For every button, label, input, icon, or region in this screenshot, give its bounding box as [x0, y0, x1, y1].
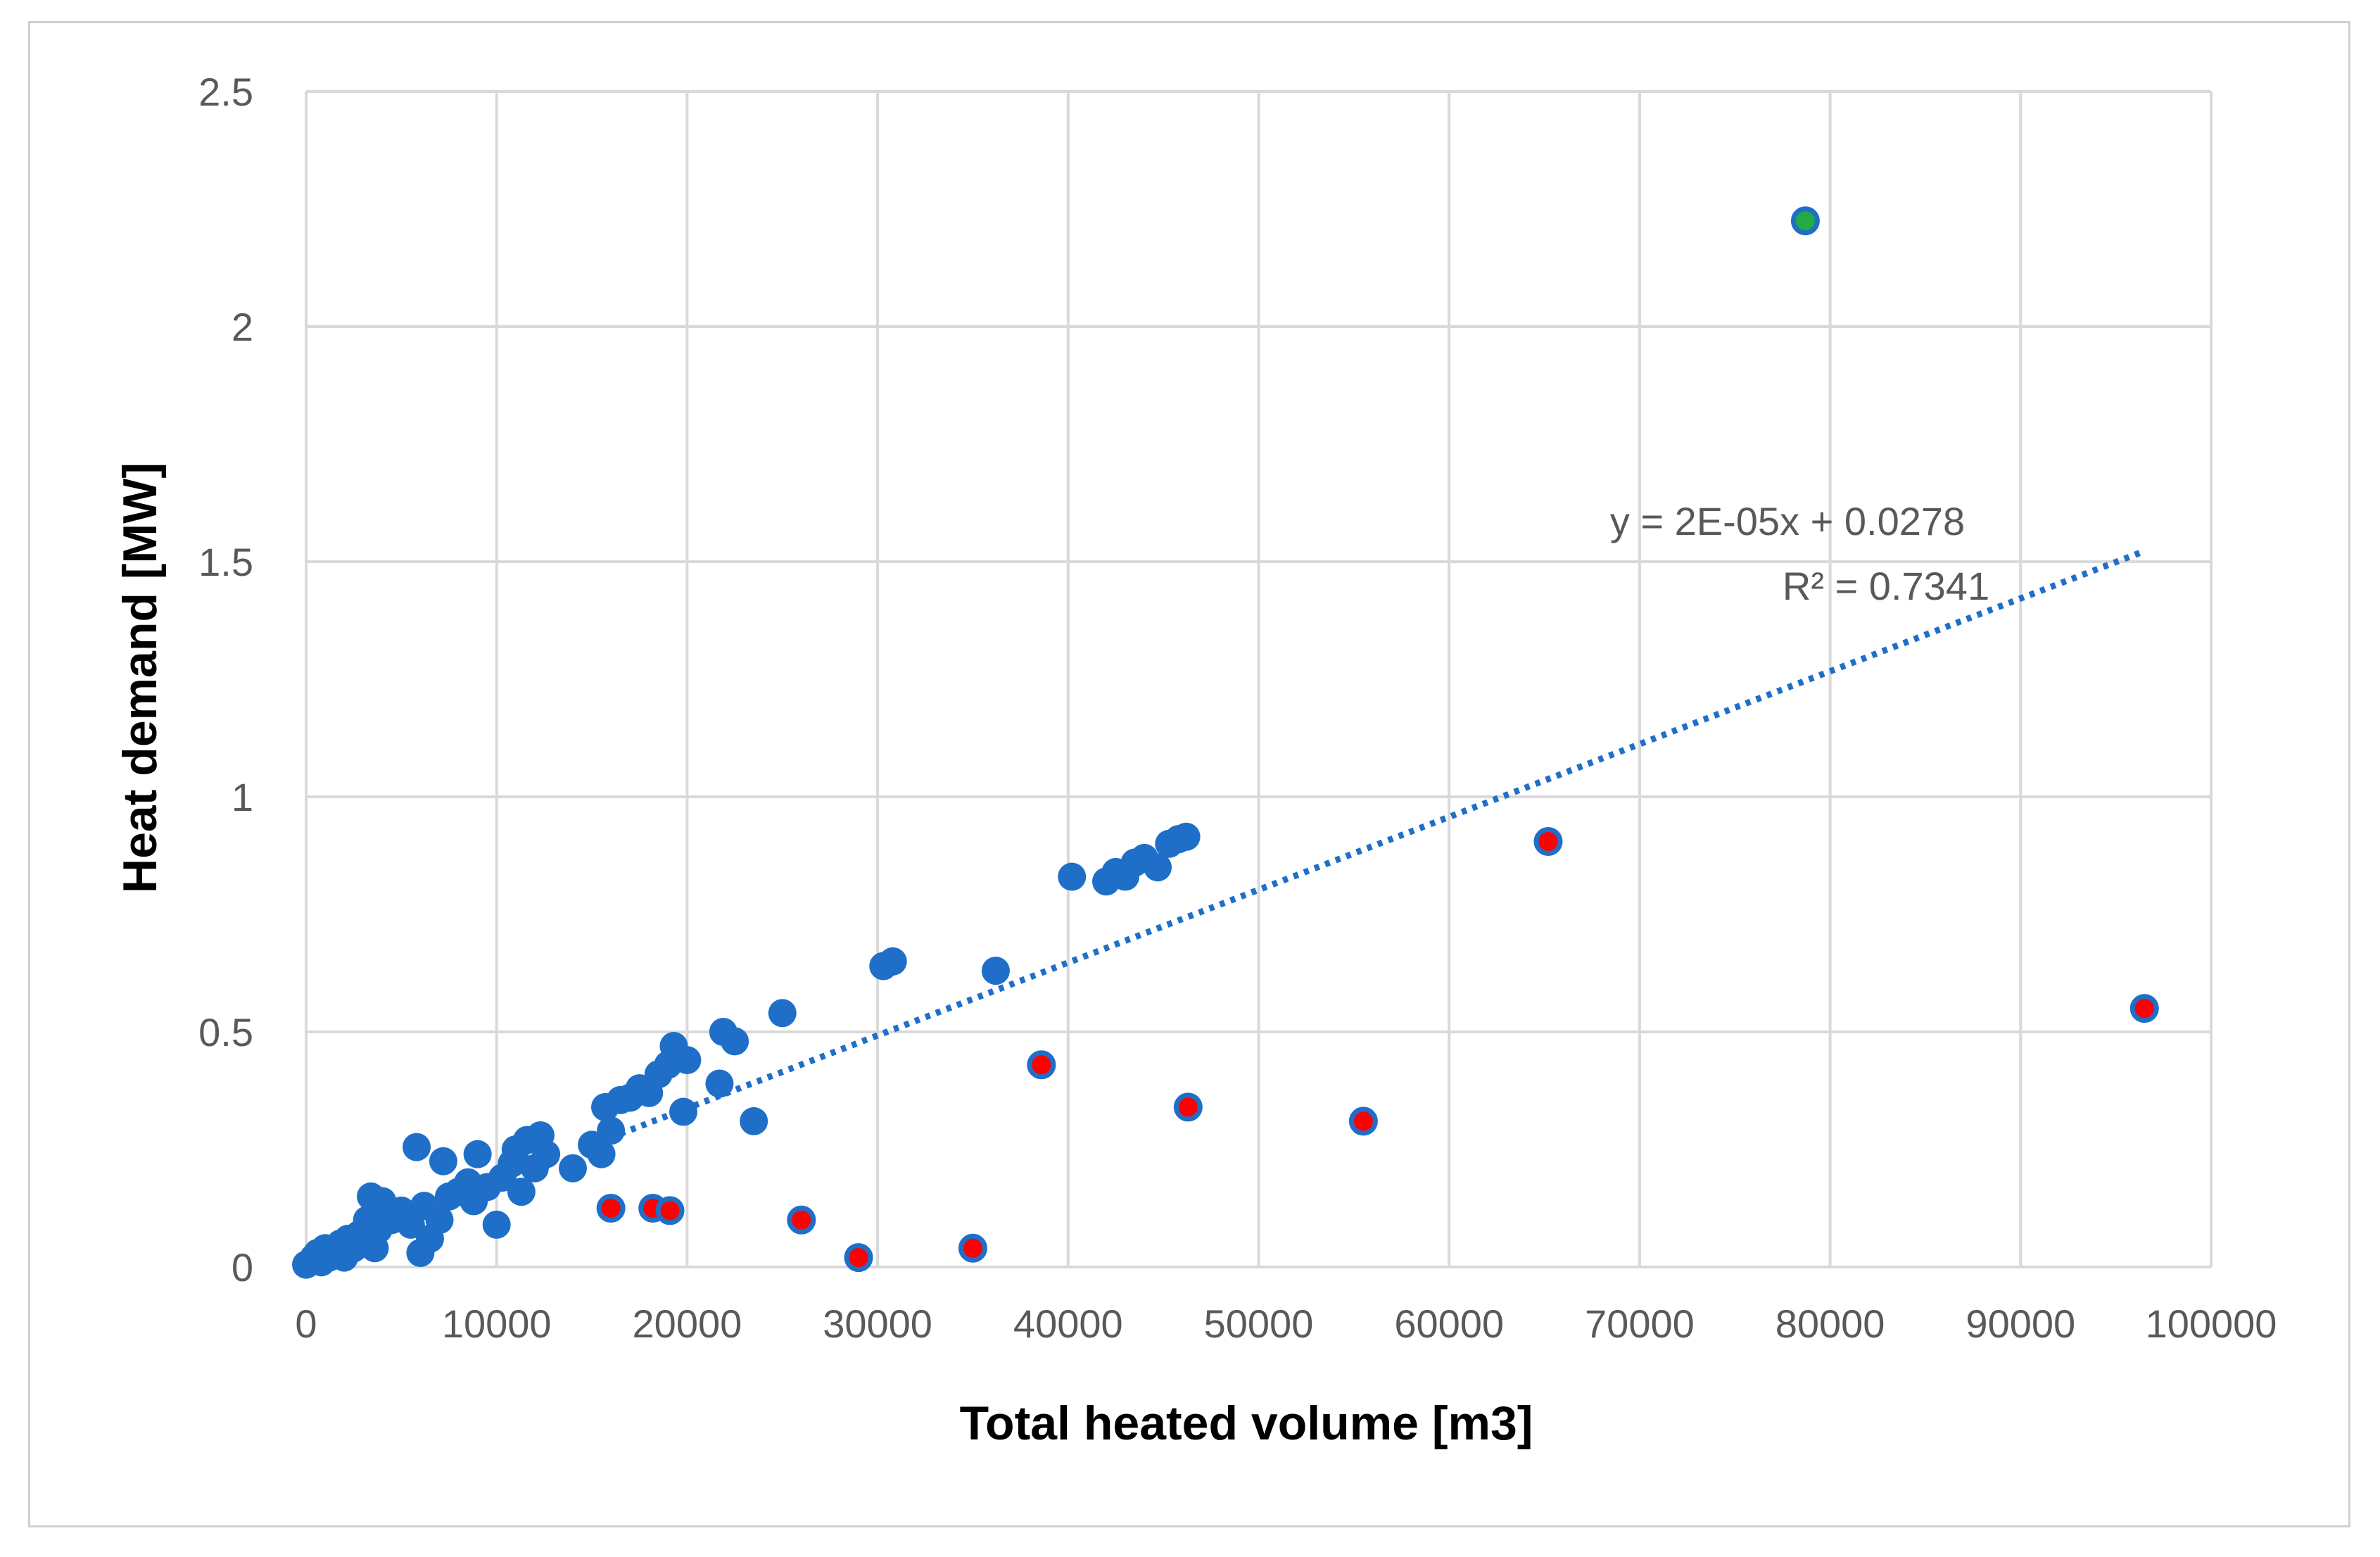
outlier-point: [1027, 1050, 1056, 1080]
x-tick-label: 90000: [1966, 1301, 2075, 1346]
data-point: [587, 1140, 616, 1168]
data-point: [463, 1140, 492, 1168]
x-tick-label: 80000: [1775, 1301, 1885, 1346]
trendline-equation: y = 2E-05x + 0.0278: [1610, 499, 1965, 543]
chart-frame: [28, 21, 2350, 1527]
outlier-point: [787, 1205, 816, 1235]
x-tick-label: 60000: [1394, 1301, 1504, 1346]
outlier-point: [1173, 1092, 1203, 1122]
x-tick-label: 10000: [442, 1301, 552, 1346]
x-tick-label: 30000: [823, 1301, 932, 1346]
outlier-point: [1533, 826, 1563, 856]
outlier-point: [655, 1196, 685, 1225]
trendline: [619, 548, 2146, 1137]
data-point: [878, 947, 907, 976]
data-point: [597, 1116, 626, 1145]
y-tick-label: 2: [232, 305, 253, 349]
x-tick-label: 0: [295, 1301, 317, 1346]
data-point: [1058, 862, 1087, 891]
data-point: [721, 1027, 749, 1056]
special-point: [1790, 206, 1820, 236]
data-point: [1172, 822, 1201, 851]
x-tick-label: 70000: [1585, 1301, 1695, 1346]
data-point: [429, 1147, 457, 1175]
data-point: [981, 957, 1010, 985]
trendline-r-squared: R² = 0.7341: [1783, 564, 1989, 608]
data-point: [403, 1133, 431, 1161]
data-point: [532, 1140, 561, 1168]
data-point: [673, 1046, 702, 1075]
outlier-point: [844, 1243, 873, 1273]
data-point: [1144, 853, 1172, 882]
y-tick-label: 0: [232, 1245, 253, 1290]
data-point: [425, 1206, 454, 1235]
y-tick-label: 2.5: [198, 70, 253, 114]
y-tick-label: 1.5: [198, 540, 253, 584]
outlier-point: [958, 1233, 987, 1263]
data-point: [740, 1107, 768, 1135]
points-layer: [292, 206, 2159, 1279]
x-tick-label: 100000: [2146, 1301, 2277, 1346]
y-axis-title: Heat demand [MW]: [113, 462, 167, 893]
y-tick-label: 1: [232, 775, 253, 819]
x-axis-title: Total heated volume [m3]: [960, 1397, 1533, 1450]
data-point: [558, 1154, 587, 1183]
data-point: [482, 1210, 511, 1239]
y-tick-label: 0.5: [198, 1010, 253, 1054]
trendline-layer: [619, 548, 2146, 1137]
data-point: [705, 1069, 734, 1098]
gridlines: [305, 90, 2213, 1268]
data-point: [768, 999, 797, 1028]
outlier-point: [596, 1194, 626, 1223]
outlier-point: [1348, 1107, 1378, 1136]
outlier-point: [2129, 994, 2159, 1023]
data-point: [507, 1178, 536, 1206]
x-tick-label: 40000: [1013, 1301, 1123, 1346]
tick-labels: 0 10000 20000 30000 40000 50000 60000 70000 8000…: [198, 70, 2277, 1346]
x-tick-label: 50000: [1204, 1301, 1314, 1346]
x-tick-label: 20000: [633, 1301, 742, 1346]
data-point: [669, 1097, 697, 1126]
